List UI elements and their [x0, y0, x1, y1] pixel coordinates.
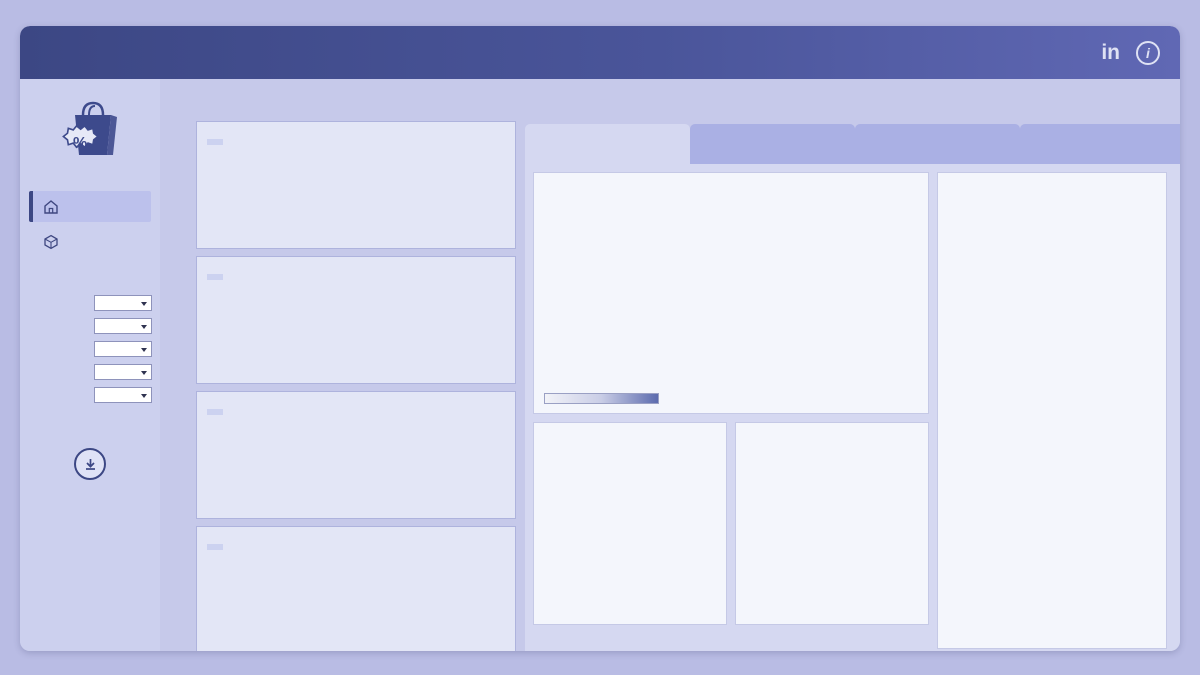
region-select[interactable] [94, 318, 152, 334]
kpi-card-customers[interactable] [196, 526, 516, 651]
left-column [533, 172, 929, 649]
sidebar: % [20, 79, 160, 651]
dashboard-app: in i % [20, 26, 1180, 651]
category-select[interactable] [94, 387, 152, 403]
sidebar-item-order-detail[interactable] [29, 226, 151, 257]
kpi-column [196, 121, 516, 651]
info-circle-icon[interactable]: i [1136, 40, 1160, 65]
home-icon [44, 199, 58, 214]
sidebar-item-overview[interactable] [29, 191, 151, 222]
kpi-sparkline-chart [304, 402, 509, 514]
bottom-charts-row [533, 422, 929, 625]
filter-year [28, 295, 152, 311]
box-icon [44, 234, 58, 249]
segment-bar-chart[interactable] [534, 449, 726, 624]
map-color-legend [544, 393, 659, 405]
sales-by-subcategory-card [937, 172, 1167, 649]
filter-state [28, 341, 152, 357]
app-header: in i [20, 26, 1180, 79]
filter-category [28, 387, 152, 403]
kpi-card-sales[interactable] [196, 121, 516, 249]
svg-text:%: % [73, 135, 87, 152]
segment-select[interactable] [94, 364, 152, 380]
sales-by-state-card [533, 172, 929, 414]
filter-segment [28, 364, 152, 380]
tab-orders[interactable] [855, 124, 1020, 164]
header-icon-group: in i [1101, 40, 1160, 65]
legend-gradient-bar [544, 393, 659, 404]
shopping-bag-discount-icon: % [62, 101, 117, 155]
sales-by-segment-card [533, 422, 727, 625]
kpi-delta [207, 409, 223, 415]
kpi-sparkline-chart [304, 267, 509, 379]
download-button[interactable] [74, 448, 106, 480]
tab-profit[interactable] [690, 124, 855, 164]
year-select[interactable] [94, 295, 152, 311]
kpi-delta [207, 139, 223, 145]
state-hex-map[interactable] [534, 195, 930, 373]
kpi-sparkline-chart [304, 132, 509, 244]
kpi-sparkline-chart [304, 537, 509, 649]
main-panel [525, 124, 1180, 651]
kpi-card-orders[interactable] [196, 391, 516, 519]
filter-region [28, 318, 152, 334]
state-select[interactable] [94, 341, 152, 357]
kpi-delta [207, 544, 223, 550]
tab-bar [525, 124, 1180, 164]
panel-body [525, 164, 1180, 651]
kpi-card-profit[interactable] [196, 256, 516, 384]
tab-customers[interactable] [1020, 124, 1180, 164]
sales-by-category-card [735, 422, 929, 625]
category-bar-chart[interactable] [736, 449, 928, 624]
download-icon [85, 458, 95, 470]
linkedin-icon[interactable]: in [1101, 41, 1120, 64]
kpi-delta [207, 274, 223, 280]
tab-sales[interactable] [525, 124, 690, 164]
